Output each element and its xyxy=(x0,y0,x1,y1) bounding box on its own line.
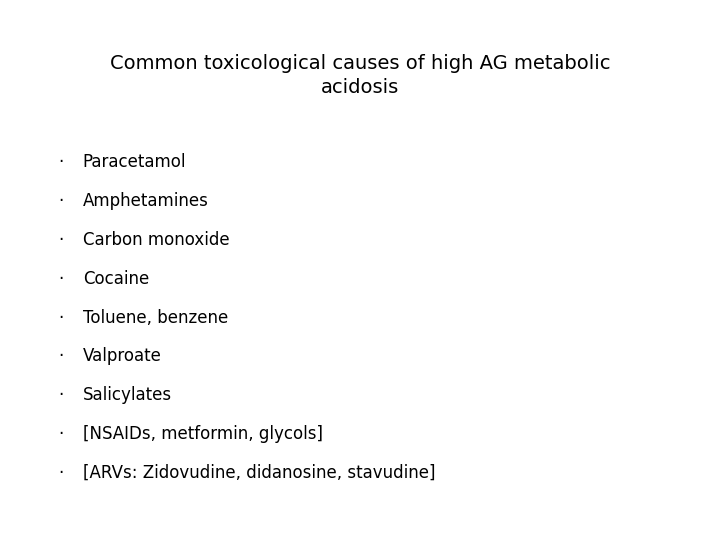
Text: Toluene, benzene: Toluene, benzene xyxy=(83,308,228,327)
Text: Common toxicological causes of high AG metabolic
acidosis: Common toxicological causes of high AG m… xyxy=(109,54,611,97)
Text: ·: · xyxy=(58,192,64,210)
Text: ·: · xyxy=(58,269,64,288)
Text: ·: · xyxy=(58,425,64,443)
Text: Carbon monoxide: Carbon monoxide xyxy=(83,231,230,249)
Text: [ARVs: Zidovudine, didanosine, stavudine]: [ARVs: Zidovudine, didanosine, stavudine… xyxy=(83,464,436,482)
Text: Salicylates: Salicylates xyxy=(83,386,172,404)
Text: Valproate: Valproate xyxy=(83,347,162,366)
Text: ·: · xyxy=(58,464,64,482)
Text: ·: · xyxy=(58,386,64,404)
Text: Paracetamol: Paracetamol xyxy=(83,153,186,171)
Text: ·: · xyxy=(58,308,64,327)
Text: ·: · xyxy=(58,153,64,171)
Text: ·: · xyxy=(58,231,64,249)
Text: Amphetamines: Amphetamines xyxy=(83,192,209,210)
Text: [NSAIDs, metformin, glycols]: [NSAIDs, metformin, glycols] xyxy=(83,425,323,443)
Text: Cocaine: Cocaine xyxy=(83,269,149,288)
Text: ·: · xyxy=(58,347,64,366)
